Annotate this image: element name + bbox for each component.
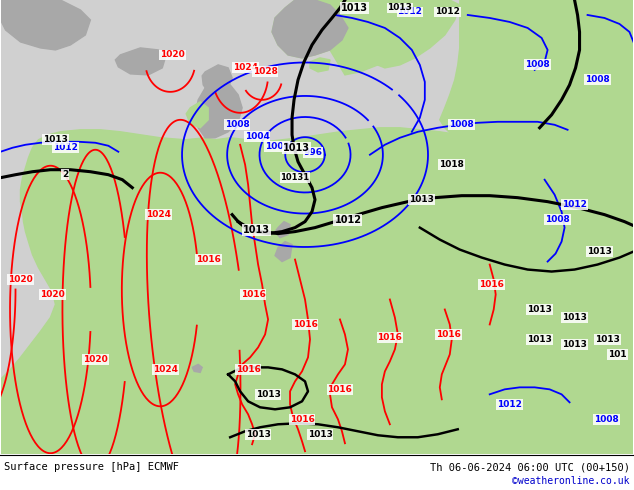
Polygon shape <box>207 279 295 351</box>
Text: 1008: 1008 <box>545 215 570 224</box>
Polygon shape <box>186 102 208 128</box>
Text: 1000: 1000 <box>265 142 289 151</box>
Text: 1016: 1016 <box>292 320 318 329</box>
Polygon shape <box>115 48 165 75</box>
Text: 1013: 1013 <box>43 135 68 144</box>
Text: 1008: 1008 <box>585 75 610 84</box>
Polygon shape <box>310 58 330 72</box>
Polygon shape <box>1 118 633 454</box>
Polygon shape <box>1 0 633 454</box>
Text: 101: 101 <box>608 350 627 359</box>
Text: 1020: 1020 <box>40 290 65 299</box>
Polygon shape <box>1 379 633 454</box>
Text: 1024: 1024 <box>153 365 178 374</box>
Text: 1012: 1012 <box>398 7 422 17</box>
Text: 1016: 1016 <box>236 365 261 374</box>
Text: 1016: 1016 <box>436 330 461 339</box>
Text: 10131: 10131 <box>280 173 309 182</box>
Polygon shape <box>440 0 633 180</box>
Text: 1024: 1024 <box>146 210 171 219</box>
Polygon shape <box>202 65 232 95</box>
Text: 1024: 1024 <box>233 63 257 73</box>
Text: 1013: 1013 <box>342 3 368 13</box>
Text: 1013: 1013 <box>387 3 412 12</box>
Text: 1013: 1013 <box>562 313 587 322</box>
Text: 1020: 1020 <box>8 275 33 284</box>
Text: 2: 2 <box>62 170 68 179</box>
Text: 1013: 1013 <box>527 335 552 344</box>
Text: 1012: 1012 <box>497 400 522 409</box>
Text: 1012: 1012 <box>335 215 361 224</box>
Text: 1008: 1008 <box>594 415 619 424</box>
Text: 1013: 1013 <box>587 247 612 256</box>
Text: 1008: 1008 <box>525 60 550 70</box>
Polygon shape <box>195 82 242 138</box>
Text: 1016: 1016 <box>196 255 221 264</box>
Text: 1016: 1016 <box>290 415 314 424</box>
Text: 1013: 1013 <box>243 224 269 235</box>
Text: 1008: 1008 <box>225 120 250 129</box>
Polygon shape <box>0 454 634 490</box>
Text: Surface pressure [hPa] ECMWF: Surface pressure [hPa] ECMWF <box>4 462 179 472</box>
Polygon shape <box>295 195 335 255</box>
Text: 1004: 1004 <box>245 132 269 141</box>
Text: 1016: 1016 <box>479 280 504 289</box>
Text: 1016: 1016 <box>241 290 266 299</box>
Polygon shape <box>275 221 290 238</box>
Polygon shape <box>290 297 315 318</box>
Text: 1013: 1013 <box>307 430 332 439</box>
Text: 1020: 1020 <box>83 355 108 364</box>
Text: 1012: 1012 <box>53 143 78 152</box>
Text: 996: 996 <box>304 148 323 157</box>
Text: Th 06-06-2024 06:00 UTC (00+150): Th 06-06-2024 06:00 UTC (00+150) <box>430 462 630 472</box>
Polygon shape <box>272 0 415 75</box>
Polygon shape <box>1 0 91 50</box>
Polygon shape <box>380 192 462 245</box>
Text: 1016: 1016 <box>377 333 403 342</box>
Text: 1013: 1013 <box>562 340 587 349</box>
Text: 1013: 1013 <box>527 305 552 314</box>
Polygon shape <box>358 0 460 68</box>
Text: 1020: 1020 <box>160 50 184 59</box>
Text: 1013: 1013 <box>283 143 309 153</box>
Polygon shape <box>275 242 292 262</box>
Text: 1013: 1013 <box>595 335 620 344</box>
Polygon shape <box>192 365 202 372</box>
Text: ©weatheronline.co.uk: ©weatheronline.co.uk <box>512 476 630 486</box>
Text: 1012: 1012 <box>436 7 460 17</box>
Polygon shape <box>218 188 245 208</box>
Text: 1013: 1013 <box>410 195 434 204</box>
Text: 1028: 1028 <box>253 68 278 76</box>
Text: 1013: 1013 <box>256 390 280 399</box>
Text: 1016: 1016 <box>328 385 353 394</box>
Polygon shape <box>272 0 348 58</box>
Text: 1012: 1012 <box>562 200 587 209</box>
Text: 1013: 1013 <box>245 430 271 439</box>
Text: 1008: 1008 <box>450 120 474 129</box>
Polygon shape <box>458 205 541 242</box>
Text: 1018: 1018 <box>439 160 464 169</box>
